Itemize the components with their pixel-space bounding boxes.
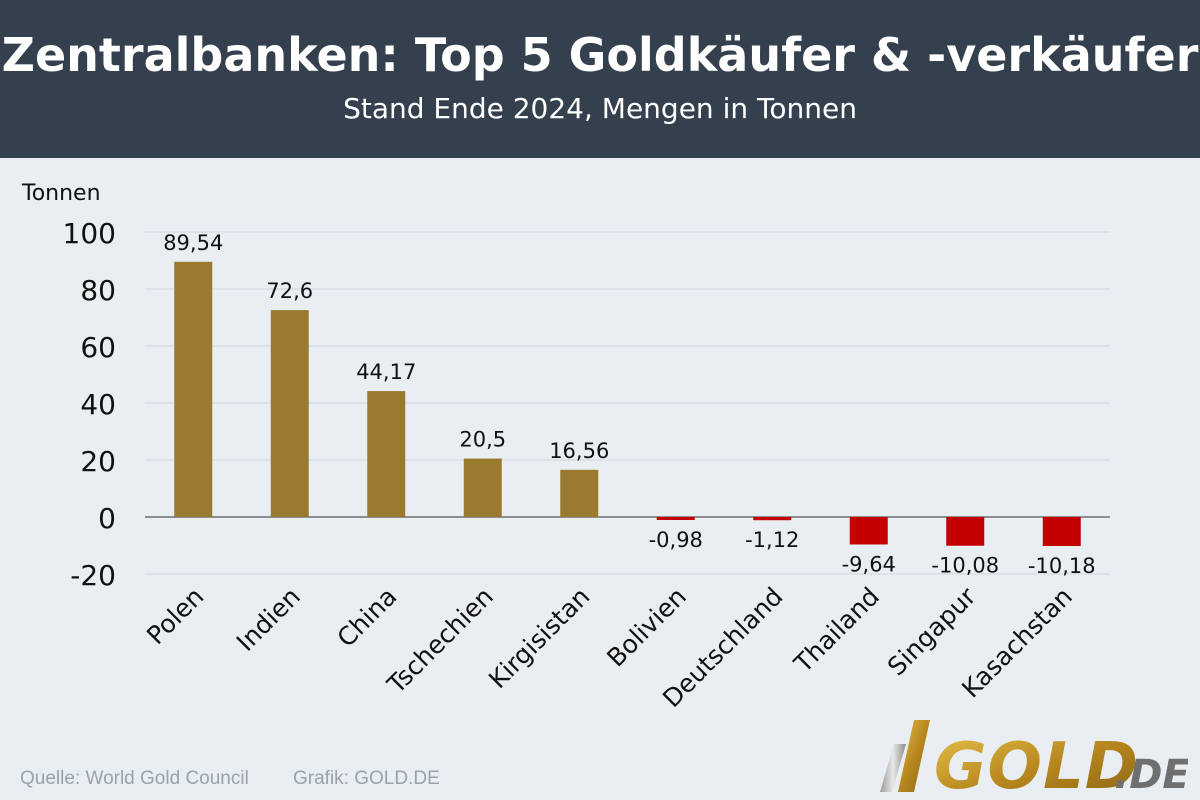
logo-text-tld: .DE	[1114, 752, 1188, 794]
x-tick-label: Singapur	[882, 581, 982, 681]
y-tick-label: 20	[80, 445, 116, 478]
data-label: 20,5	[459, 428, 506, 452]
data-label: -1,12	[745, 528, 799, 552]
y-tick-label: 0	[98, 502, 116, 535]
bar-kirgisistan	[560, 469, 599, 517]
data-label: -10,08	[931, 554, 999, 578]
data-label: -10,18	[1028, 554, 1096, 578]
header: Zentralbanken: Top 5 Goldkäufer & -verkä…	[0, 0, 1200, 158]
data-label: 89,54	[163, 231, 223, 255]
gold-de-logo: GOLD .DE	[880, 720, 1188, 794]
bar-indien	[270, 310, 309, 517]
y-tick-label: 100	[63, 217, 116, 250]
data-label: -0,98	[649, 528, 703, 552]
x-tick-label: Thailand	[788, 582, 885, 679]
bar-polen	[174, 261, 213, 517]
y-tick-label: 40	[80, 388, 116, 421]
logo-text-main: GOLD	[934, 730, 1139, 794]
x-tick-label: China	[331, 582, 402, 653]
x-tick-label: Polen	[141, 582, 209, 650]
x-tick-label: Indien	[231, 582, 306, 657]
chart-title: Zentralbanken: Top 5 Goldkäufer & -verkä…	[1, 28, 1199, 82]
data-label: -9,64	[842, 552, 896, 576]
y-axis-label: Tonnen	[21, 181, 101, 206]
data-label: 72,6	[266, 279, 313, 303]
bar-deutschland	[753, 517, 792, 521]
chart-subtitle: Stand Ende 2024, Mengen in Tonnen	[343, 92, 857, 125]
source-note: Quelle: World Gold Council	[20, 768, 249, 789]
x-tick-label: Bolivien	[601, 582, 692, 673]
bar-chart: Tonnen 100 80 60 40 20 0 -20 89,54 72,6 44,17 20,…	[21, 181, 1110, 713]
y-tick-label: 60	[80, 331, 116, 364]
bar-kasachstan	[1042, 517, 1081, 547]
credit-note: Grafik: GOLD.DE	[293, 768, 440, 789]
bar-china	[367, 391, 406, 517]
bar-bolivien	[656, 517, 695, 520]
bar-singapur	[946, 517, 985, 546]
x-tick-label: Kirgisistan	[483, 582, 595, 694]
y-tick-label: 80	[80, 274, 116, 307]
data-label: 16,56	[549, 439, 609, 463]
bar-thailand	[849, 517, 888, 545]
data-label: 44,17	[356, 360, 416, 384]
bar-tschechien	[463, 458, 502, 517]
y-tick-label: -20	[70, 559, 116, 592]
